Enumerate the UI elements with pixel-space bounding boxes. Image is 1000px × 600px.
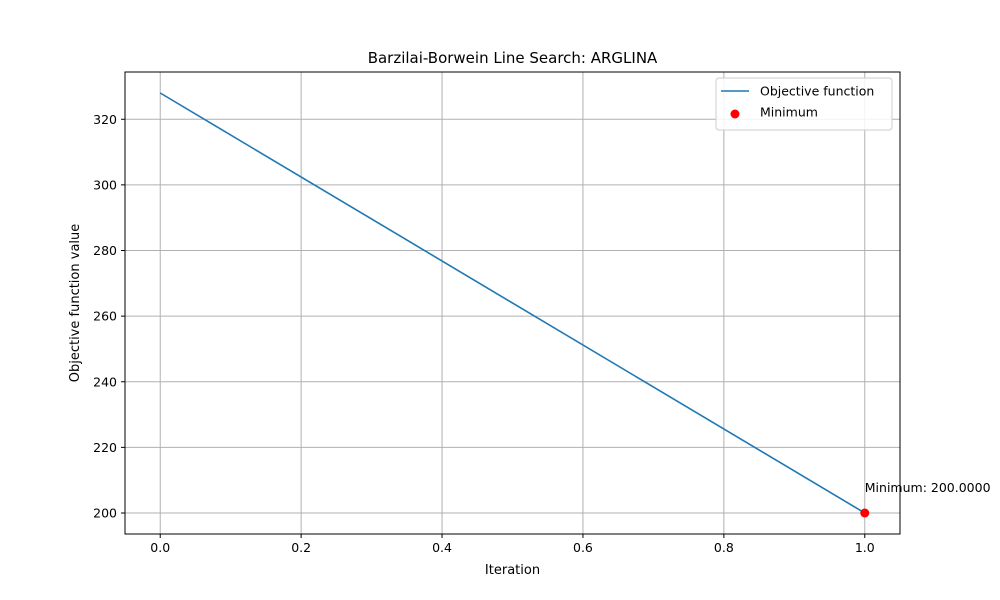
plot-frame (124, 71, 901, 535)
minimum-point (860, 508, 870, 518)
grid (125, 72, 900, 534)
legend: Objective function Minimum (715, 77, 893, 131)
x-axis-label: Iteration (485, 563, 540, 578)
x-tick-label: 0.0 (150, 540, 170, 555)
series-layer (159, 92, 870, 518)
legend-box (715, 77, 893, 131)
y-tick-label: 280 (93, 243, 117, 258)
legend-marker-swatch (730, 109, 740, 119)
minimum-annotation: Minimum: 200.0000 (865, 480, 991, 495)
y-axis-label: Objective function value (68, 224, 83, 383)
y-tick-label: 320 (93, 112, 117, 127)
x-tick-label: 0.8 (714, 540, 734, 555)
ticks: 0.0 0.2 0.4 0.6 0.8 1.0 200 220 240 260 280 300 320 (93, 112, 875, 555)
x-tick-label: 0.6 (573, 540, 593, 555)
x-tick-label: 0.4 (432, 540, 452, 555)
y-tick-label: 240 (93, 374, 117, 389)
legend-label: Objective function (760, 84, 874, 99)
annotations: Minimum: 200.0000 (865, 480, 991, 495)
y-tick-label: 260 (93, 309, 117, 324)
x-tick-label: 0.2 (291, 540, 311, 555)
series-line-objective (159, 92, 866, 514)
y-tick-label: 200 (93, 506, 117, 521)
y-tick-label: 300 (93, 177, 117, 192)
x-tick-label: 1.0 (855, 540, 875, 555)
chart-title: Barzilai-Borwein Line Search: ARGLINA (368, 49, 658, 67)
y-tick-label: 220 (93, 440, 117, 455)
legend-label: Minimum (760, 105, 818, 120)
